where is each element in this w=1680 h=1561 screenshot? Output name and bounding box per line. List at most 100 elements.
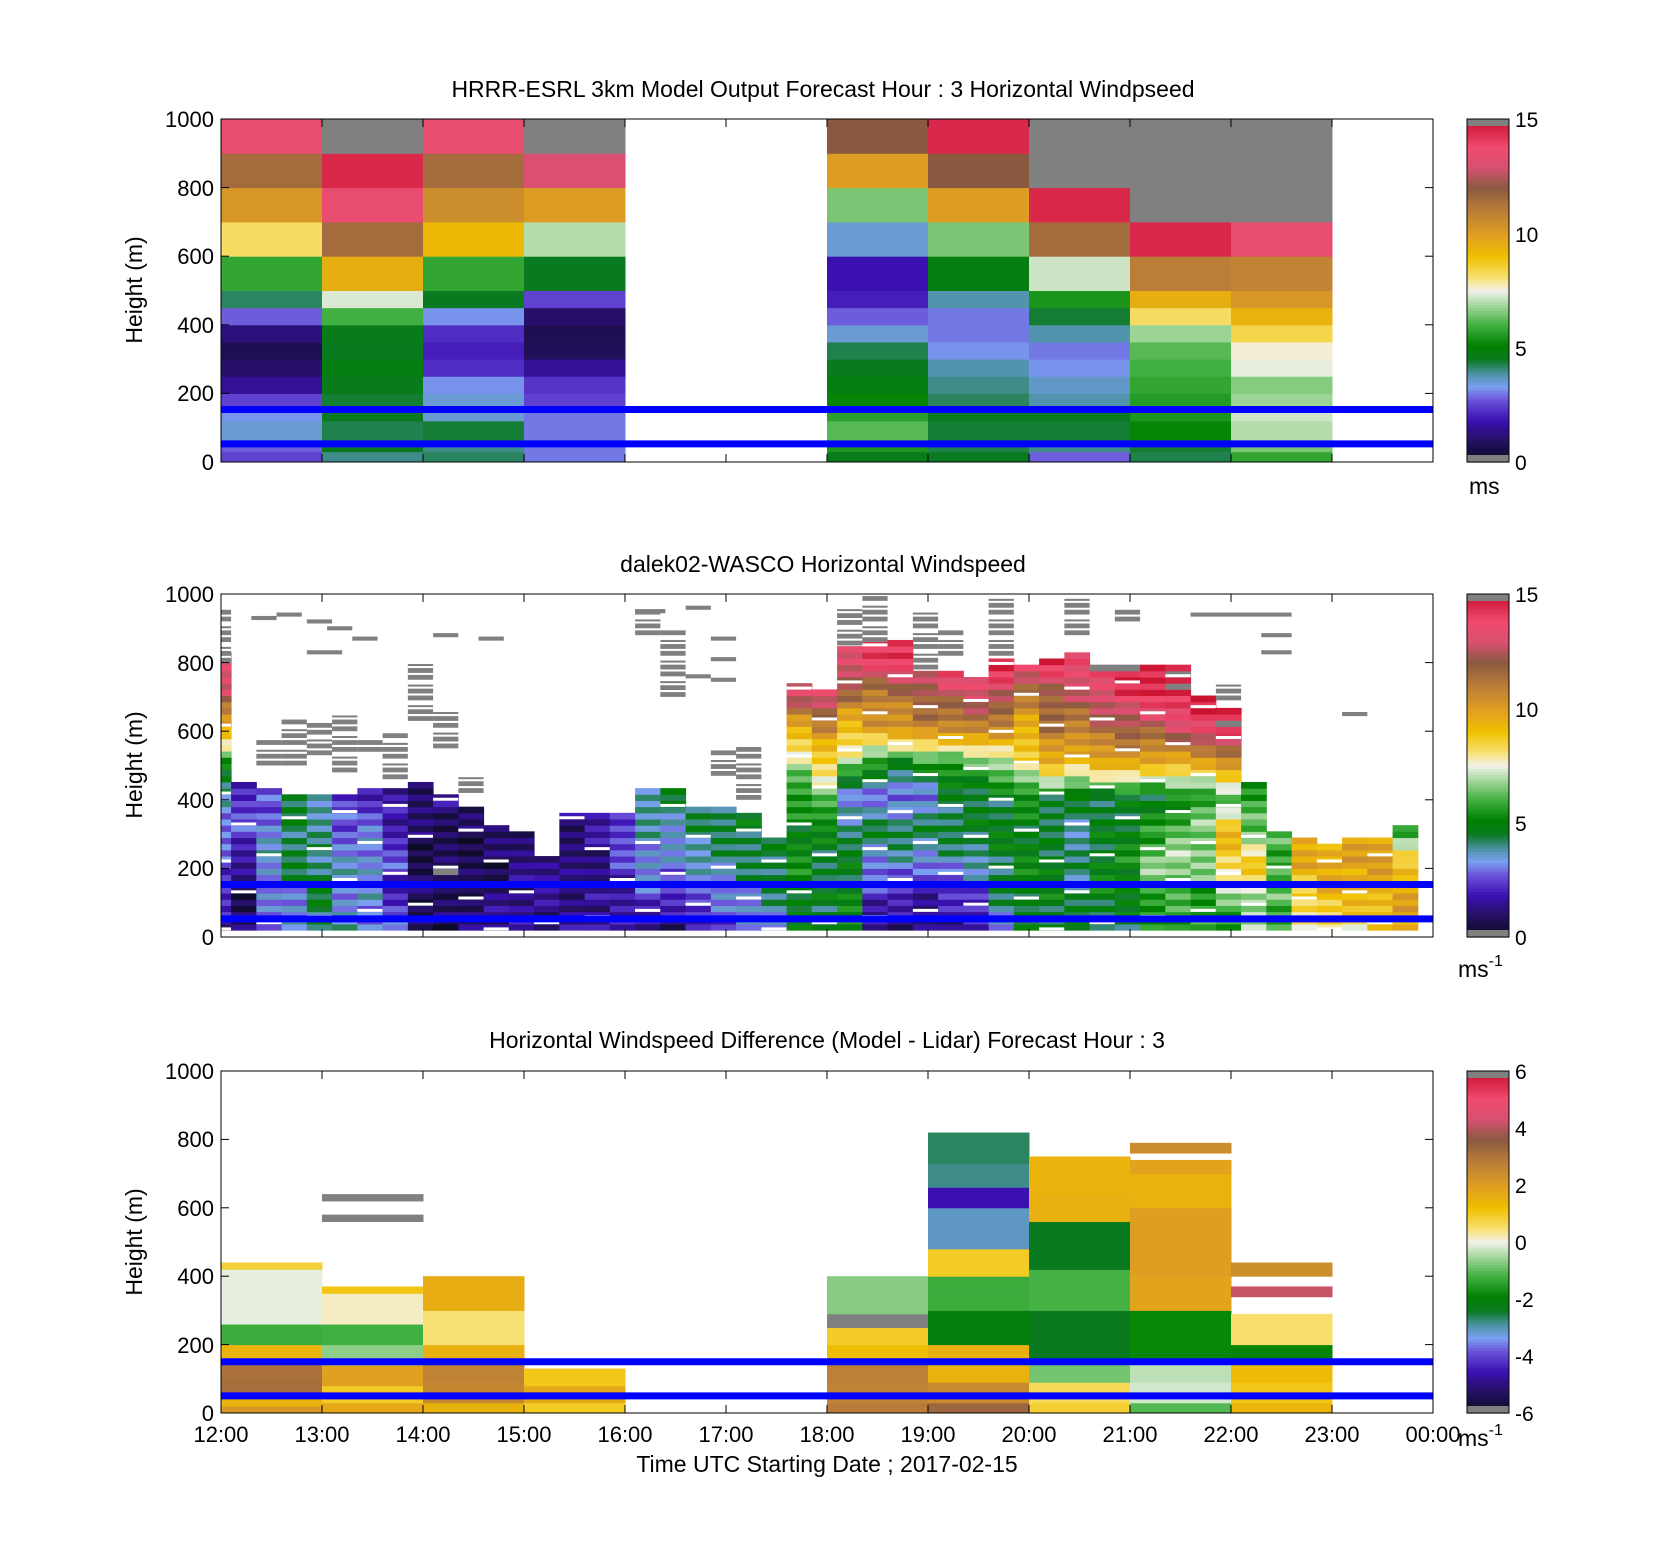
lidar-cell (862, 744, 889, 752)
lidar-cell (710, 837, 737, 845)
lidar-cell (382, 837, 409, 845)
lidar-cell (1165, 670, 1192, 678)
lidar-cell (862, 862, 889, 869)
lidar-cell (963, 788, 990, 795)
colorbar-swatch (1467, 227, 1509, 232)
lidar-cell (1013, 701, 1040, 709)
difference-cell (1029, 1316, 1131, 1324)
lidar-gap (458, 828, 484, 832)
colorbar-swatch (1467, 387, 1509, 392)
lidar-cell (1215, 849, 1242, 857)
lidar-cell (1140, 905, 1166, 913)
colorbar-swatch (1467, 1333, 1509, 1337)
colorbar-swatch (1467, 1176, 1509, 1180)
chart-title-3: Horizontal Windspeed Difference (Model -… (489, 1027, 1165, 1053)
lidar-cell (256, 856, 283, 863)
lidar-cell (1064, 911, 1091, 919)
lidar-cell (357, 812, 384, 820)
model-cell (423, 376, 525, 394)
lidar-invalid-cell (736, 763, 762, 766)
model-cell (423, 119, 525, 154)
lidar-invalid-cell (276, 612, 302, 617)
colorbar-swatch (1467, 1341, 1509, 1346)
model-cell (423, 451, 525, 462)
lidar-cell (231, 831, 257, 839)
lidar-cell (1165, 819, 1192, 826)
lidar-cell (736, 911, 762, 919)
lidar-cell (887, 800, 914, 808)
lidar-cell (1114, 683, 1141, 690)
lidar-cell (1013, 707, 1040, 715)
lidar-cell (256, 812, 283, 820)
lidar-invalid-cell (1064, 623, 1090, 629)
lidar-cell (1215, 738, 1242, 746)
lidar-cell (811, 874, 838, 882)
colorbar-swatch (1467, 147, 1509, 152)
lidar-cell (786, 856, 813, 863)
colorbar-swatch (1467, 124, 1509, 129)
lidar-cell (1215, 825, 1242, 832)
colorbar-swatch (1467, 139, 1509, 143)
difference-cell (221, 1317, 323, 1325)
colorbar-swatch (1467, 774, 1509, 778)
lidar-gap (1316, 859, 1343, 863)
lidar-cell (912, 825, 939, 832)
lidar-cell (887, 837, 914, 845)
lidar-cell (1190, 769, 1217, 777)
lidar-cell (1266, 831, 1293, 839)
colorbar-swatch (1467, 734, 1509, 738)
lidar-cell (1165, 874, 1192, 882)
lidar-cell (1342, 856, 1368, 863)
lidar-cell (736, 843, 762, 851)
lidar-cell (1140, 893, 1166, 900)
lidar-cell (988, 751, 1015, 758)
lidar-cell (407, 923, 434, 931)
lidar-gap (1114, 680, 1141, 684)
lidar-cell (433, 831, 459, 839)
colorbar-swatch (1467, 430, 1509, 435)
lidar-cell (837, 819, 863, 826)
colorbar-swatch (1467, 296, 1509, 300)
lidar-gap (407, 834, 434, 838)
lidar-cell (1367, 899, 1394, 906)
lidar-cell (1089, 806, 1116, 814)
lidar-gap (1342, 890, 1368, 894)
lidar-cell (635, 843, 661, 851)
lidar-gap (938, 803, 964, 807)
colorbar-swatch (1467, 364, 1509, 369)
lidar-cell (887, 825, 914, 832)
model-cell (1130, 153, 1232, 189)
lidar-cell (938, 874, 964, 882)
colorbar-swatch (1467, 759, 1509, 764)
colorbar-swatch (1467, 410, 1509, 415)
lidar-cell (988, 658, 1015, 666)
lidar-cell (1190, 837, 1217, 845)
lidar-cell (635, 812, 661, 820)
lidar-cell (963, 923, 990, 931)
colorbar-swatch (1467, 347, 1509, 352)
lidar-invalid-cell (306, 743, 333, 749)
lidar-cell (559, 923, 586, 931)
colorbar-swatch (1467, 1113, 1509, 1118)
lidar-gap (609, 878, 636, 882)
model-cell (221, 153, 323, 189)
lidar-gap (1316, 927, 1343, 931)
difference-cell (1029, 1187, 1131, 1195)
lidar-cell (685, 837, 712, 845)
lidar-cell (912, 683, 939, 690)
lidar-invalid-cell (988, 609, 1014, 615)
lidar-cell (1140, 886, 1166, 894)
lidar-invalid-cell (433, 633, 459, 638)
model-cell (1231, 359, 1333, 377)
model-cell (322, 410, 424, 422)
difference-cell (1130, 1296, 1232, 1305)
lidar-cell (811, 781, 838, 789)
lidar-cell (912, 923, 939, 931)
colorbar-swatch (1467, 1116, 1509, 1121)
lidar-cell (862, 751, 889, 758)
difference-cell (1029, 1323, 1131, 1331)
lidar-cell (221, 849, 232, 857)
lidar-invalid-cell (407, 716, 434, 721)
lidar-cell (382, 923, 409, 931)
lidar-cell (458, 905, 485, 913)
